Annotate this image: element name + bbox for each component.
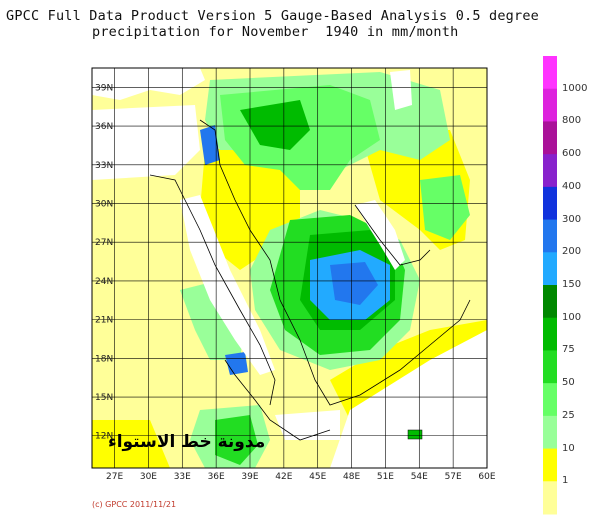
caspian-sea-no-data — [390, 70, 412, 110]
lat-tick-label: 15N — [95, 393, 113, 403]
lon-tick-label: 51E — [377, 472, 394, 482]
colorbar-label: 300 — [562, 213, 582, 225]
lat-tick-label: 12N — [95, 432, 113, 442]
watermark-text: مدونة خط الاستواء — [108, 432, 266, 452]
colorbar-swatch — [543, 219, 557, 253]
lat-tick-label: 18N — [95, 354, 113, 364]
lat-tick-label: 33N — [95, 161, 113, 171]
lon-tick-label: 42E — [275, 472, 292, 482]
lon-tick-label: 36E — [208, 472, 225, 482]
lon-tick-label: 54E — [411, 472, 428, 482]
lat-tick-label: 21N — [95, 316, 113, 326]
colorbar-label: 10 — [562, 442, 575, 454]
lon-tick-label: 57E — [445, 472, 462, 482]
colorbar-swatch — [543, 317, 557, 351]
lon-tick-label: 33E — [174, 472, 191, 482]
latitude-tick-labels: 39N 36N 33N 30N 27N 24N 21N 18N 15N 12N — [95, 83, 113, 441]
precipitation-field — [92, 68, 487, 468]
colorbar-label: 150 — [562, 279, 582, 290]
colorbar-swatch — [543, 252, 557, 286]
colorbar-label: 1 — [562, 475, 569, 487]
colorbar-swatch — [543, 285, 557, 319]
lat-tick-label: 24N — [95, 277, 113, 287]
lon-tick-label: 30E — [140, 472, 157, 482]
colorbar-label: 100 — [562, 311, 582, 323]
map-frame — [91, 67, 488, 469]
colorbar-label: 800 — [562, 115, 582, 127]
lon-tick-label: 27E — [106, 472, 123, 482]
colorbar-swatch — [543, 383, 557, 417]
colorbar-swatch — [543, 88, 557, 122]
colorbar-swatch — [543, 448, 557, 482]
longitude-tick-labels: 27E 30E 33E 36E 39E 42E 45E 48E 51E 54E 57E 60E — [106, 472, 496, 482]
lat-tick-label: 36N — [95, 122, 113, 132]
colorbar-label: 75 — [562, 344, 575, 356]
colorbar-label: 1000 — [562, 82, 588, 94]
colorbar-swatch — [543, 154, 557, 188]
colorbar-swatch — [543, 415, 557, 450]
mediterranean-no-data — [92, 105, 200, 180]
blue-region-200 — [330, 262, 378, 305]
colorbar-swatch — [543, 56, 557, 90]
colorbar-swatch — [543, 186, 557, 221]
colorbar-swatch — [543, 481, 557, 515]
colorbar-label: 25 — [562, 409, 575, 421]
map-title-line-2: precipitation for November 1940 in mm/mo… — [92, 24, 459, 40]
lon-tick-label: 60E — [478, 472, 495, 482]
colorbar-label: 200 — [562, 246, 582, 258]
copyright-text: (c) GPCC 2011/11/21 — [92, 500, 177, 509]
colorbar-swatch — [543, 350, 557, 384]
lat-tick-label: 27N — [95, 238, 113, 248]
lat-tick-label: 30N — [95, 199, 113, 209]
lon-tick-label: 39E — [241, 472, 258, 482]
lon-tick-label: 45E — [309, 472, 326, 482]
arabian-sea-no-data — [330, 330, 487, 468]
colorbar-label: 50 — [562, 377, 575, 389]
map-title-line-1: GPCC Full Data Product Version 5 Gauge-B… — [6, 8, 539, 24]
lon-tick-label: 48E — [343, 472, 360, 482]
colorbar — [543, 56, 557, 515]
colorbar-swatch — [543, 121, 557, 155]
colorbar-label: 600 — [562, 148, 582, 160]
lat-lon-grid — [92, 68, 488, 468]
colorbar-label: 400 — [562, 180, 582, 192]
persian-gulf-no-data — [355, 200, 405, 270]
lat-tick-label: 39N — [95, 83, 113, 93]
